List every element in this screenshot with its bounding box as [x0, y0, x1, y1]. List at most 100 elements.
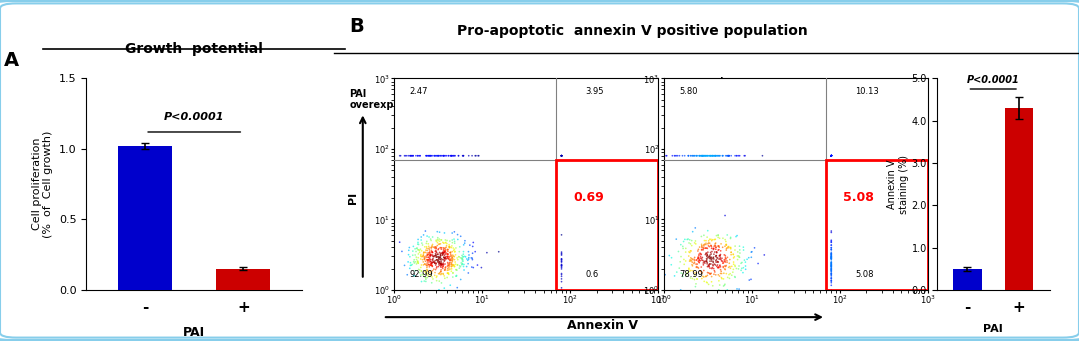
Point: [698, 250, 715, 256]
Point: [822, 268, 839, 273]
Point: [692, 258, 709, 264]
Point: [552, 256, 570, 262]
Point: [446, 248, 463, 253]
Point: [702, 153, 720, 159]
Point: [433, 247, 450, 252]
Point: [704, 274, 721, 279]
Point: [712, 248, 729, 254]
Point: [706, 262, 723, 267]
Point: [822, 276, 839, 281]
Point: [425, 259, 442, 265]
Point: [705, 262, 722, 267]
Point: [822, 153, 839, 159]
Point: [436, 253, 453, 258]
Point: [400, 252, 418, 257]
Point: [719, 232, 736, 238]
Point: [433, 269, 450, 275]
Point: [693, 247, 710, 252]
Point: [418, 275, 435, 281]
Point: [675, 257, 693, 262]
Point: [716, 263, 734, 269]
Point: [822, 250, 839, 255]
Point: [424, 257, 441, 262]
Point: [454, 256, 472, 262]
Point: [698, 153, 715, 159]
Point: [552, 260, 570, 265]
Point: [404, 153, 421, 159]
Point: [552, 263, 570, 268]
Point: [449, 262, 466, 268]
Point: [424, 153, 441, 159]
Point: [427, 262, 445, 268]
Point: [451, 244, 468, 250]
Point: [445, 153, 462, 159]
Point: [689, 256, 707, 261]
Point: [420, 252, 437, 257]
Point: [422, 153, 439, 159]
Point: [433, 253, 450, 258]
Point: [706, 271, 723, 277]
Point: [434, 262, 451, 267]
Point: [686, 225, 704, 231]
Point: [656, 272, 673, 278]
Point: [708, 233, 725, 238]
Point: [822, 255, 839, 260]
Point: [822, 153, 839, 159]
Point: [822, 240, 839, 245]
Point: [411, 153, 428, 159]
Point: [433, 267, 450, 272]
Point: [441, 250, 459, 255]
Point: [421, 250, 438, 255]
Point: [704, 153, 721, 159]
Point: [433, 262, 450, 267]
Point: [429, 254, 447, 259]
Point: [663, 255, 680, 261]
Point: [680, 253, 697, 259]
Point: [822, 228, 839, 234]
Point: [822, 263, 839, 269]
Point: [429, 254, 447, 260]
Point: [446, 254, 463, 260]
Point: [668, 269, 685, 275]
Point: [704, 246, 721, 251]
Text: PAI
overexpression: PAI overexpression: [350, 89, 434, 110]
Point: [443, 262, 461, 267]
Point: [704, 153, 721, 159]
Point: [688, 276, 706, 282]
Point: [420, 262, 437, 267]
Point: [437, 237, 454, 243]
Point: [710, 264, 727, 270]
Point: [440, 244, 457, 250]
Point: [445, 270, 462, 276]
Point: [436, 267, 453, 273]
Point: [718, 241, 735, 247]
Point: [421, 247, 438, 253]
Point: [701, 153, 719, 159]
Point: [418, 153, 435, 159]
Point: [686, 240, 704, 246]
Point: [426, 153, 443, 159]
Point: [718, 242, 735, 248]
Point: [721, 257, 738, 262]
Point: [694, 153, 711, 159]
Point: [443, 240, 461, 246]
Point: [730, 243, 748, 249]
Point: [699, 153, 716, 159]
Point: [422, 153, 439, 159]
Point: [436, 153, 453, 159]
Point: [434, 240, 451, 245]
Point: [432, 251, 449, 256]
Point: [713, 258, 730, 264]
Point: [702, 257, 720, 262]
Point: [418, 153, 435, 159]
Point: [675, 262, 693, 267]
Point: [672, 287, 689, 293]
Point: [822, 251, 839, 257]
Point: [552, 265, 570, 270]
Point: [410, 267, 427, 272]
Text: 5.08: 5.08: [856, 270, 874, 279]
Point: [428, 240, 446, 246]
Point: [414, 242, 432, 248]
Point: [704, 249, 721, 254]
Point: [431, 250, 448, 255]
